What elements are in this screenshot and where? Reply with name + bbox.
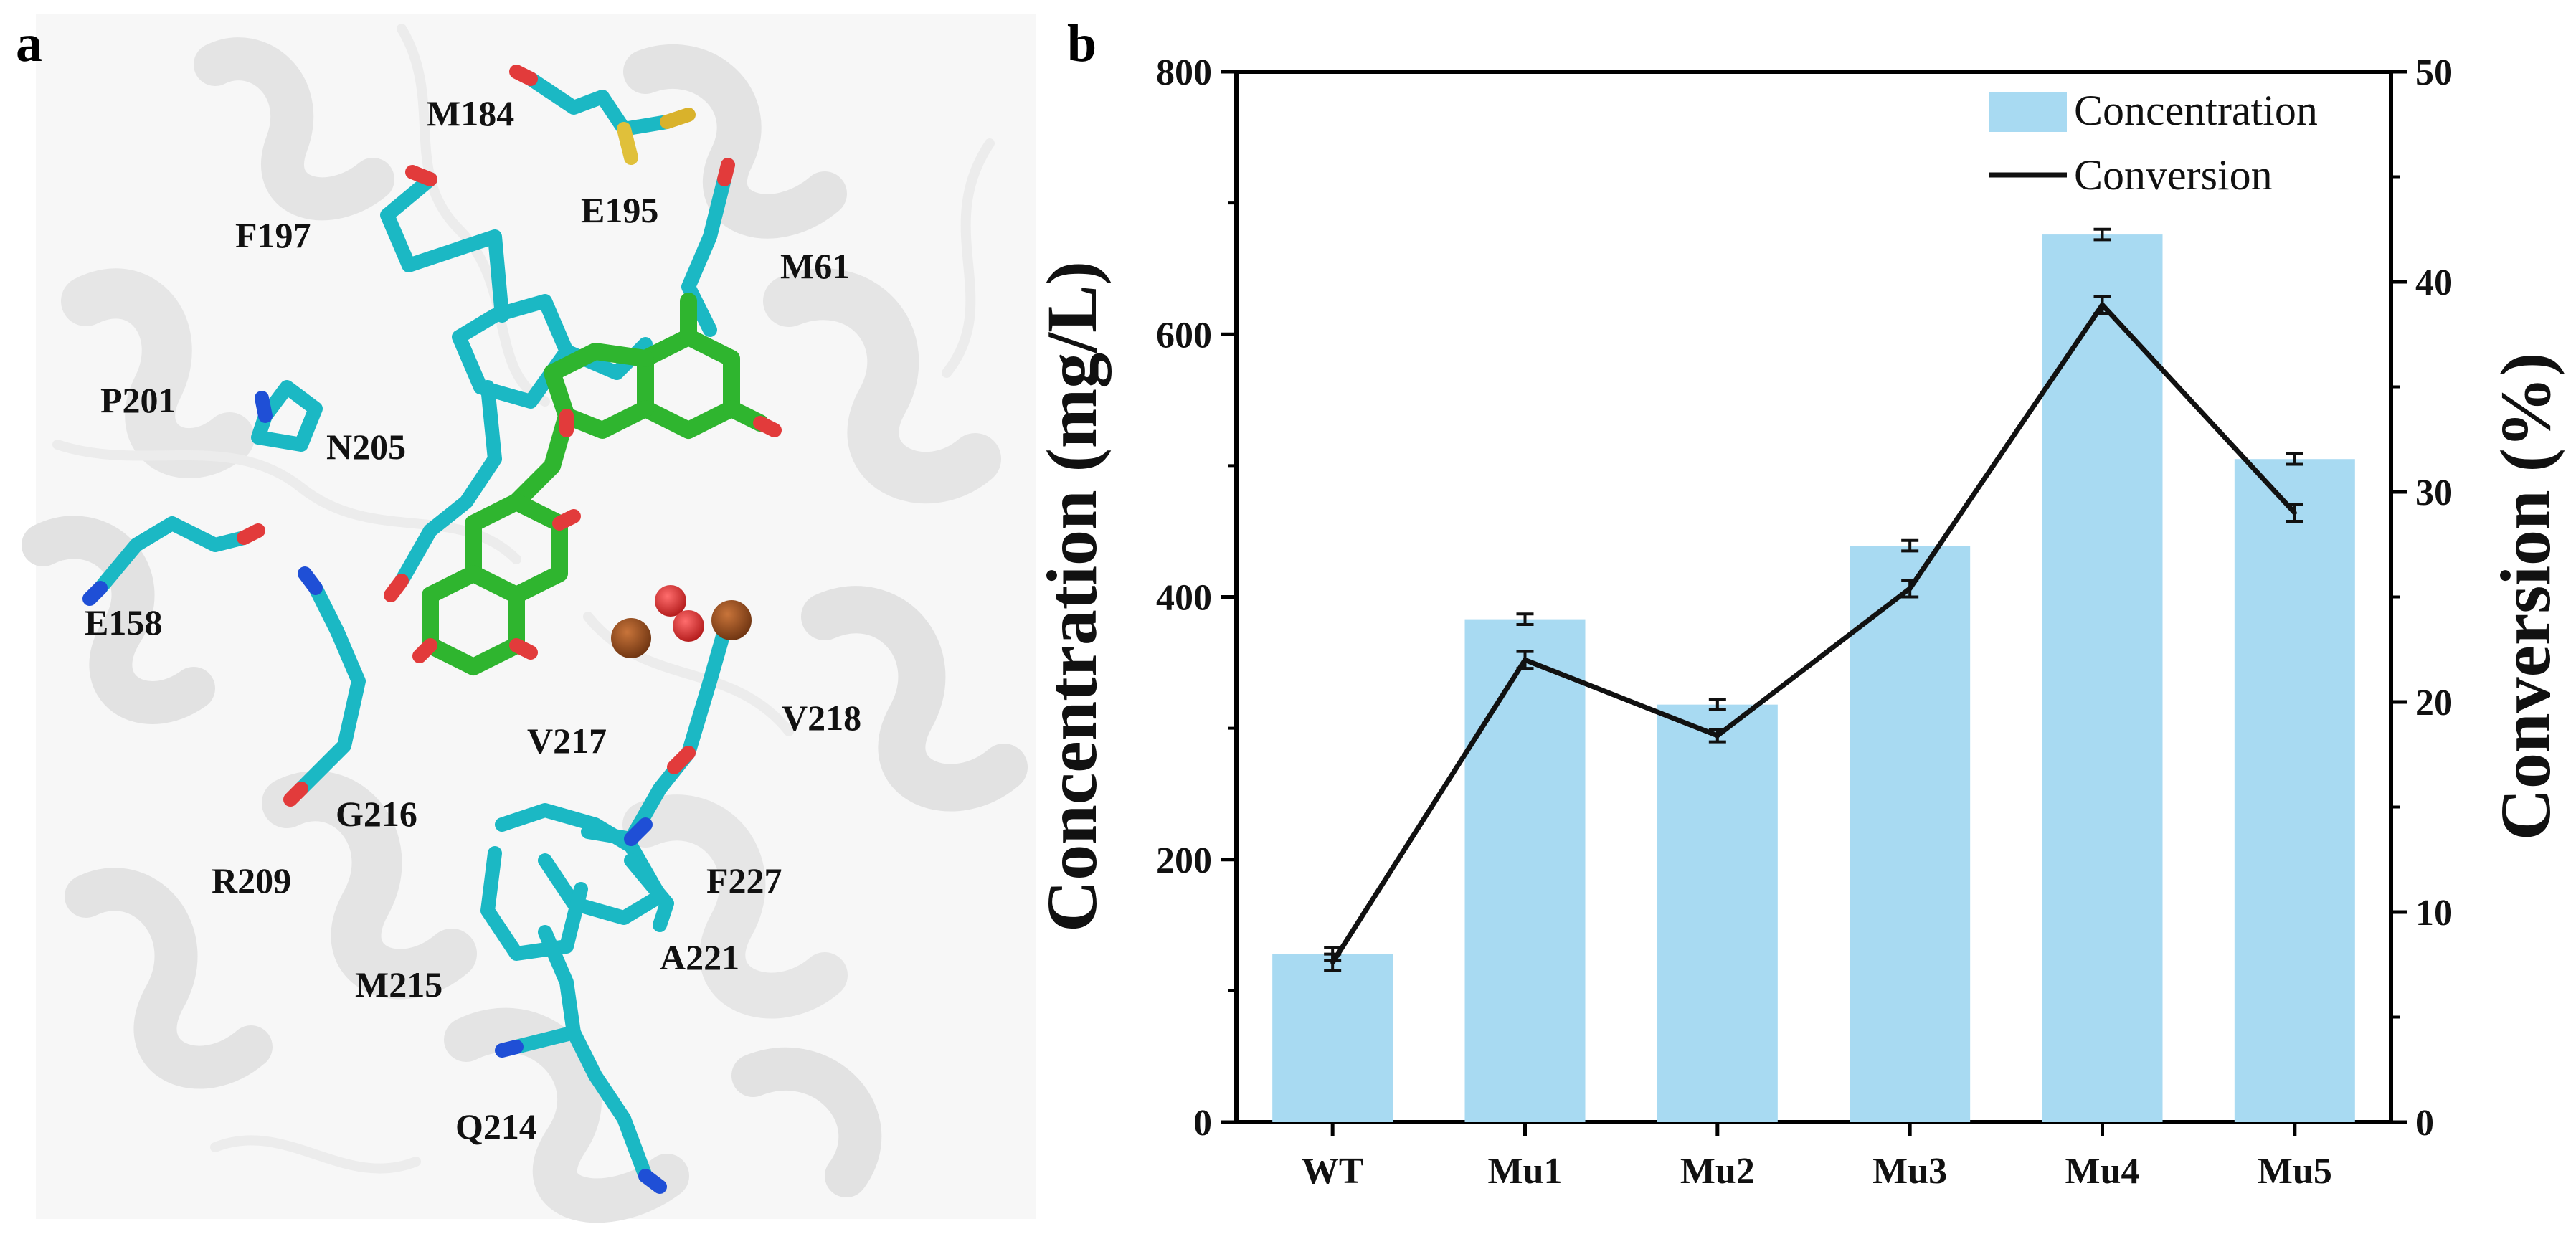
y2-tick-label: 0 <box>2415 1103 2434 1144</box>
bar-error-mu5 <box>2286 452 2303 466</box>
residue-heteroatoms <box>82 65 735 1194</box>
y-tick-label: 200 <box>1156 840 1212 881</box>
x-axis-ticks: WT Mu1 Mu2 Mu3 Mu4 Mu5 <box>1302 1122 2332 1192</box>
bar-mu3 <box>1850 546 1971 1122</box>
y-axis-title: Concentration (mg/L) <box>1032 261 1112 932</box>
y2-tick-label: 30 <box>2415 473 2453 513</box>
residue-label: E158 <box>85 602 162 642</box>
bar-mu5 <box>2234 459 2355 1122</box>
bar-wt <box>1272 954 1393 1122</box>
panel-a-structure: a M184 E195 F197 M61 P201 N205 E158 V217… <box>16 14 1036 1223</box>
y2-tick-label: 50 <box>2415 52 2453 93</box>
bar-error-mu1 <box>1516 612 1534 626</box>
y-tick-label: 600 <box>1156 315 1212 356</box>
y-tick-label: 0 <box>1193 1103 1212 1144</box>
ligand-oxygens <box>412 409 782 663</box>
bar-mu4 <box>2042 234 2163 1123</box>
residue-label: P201 <box>100 380 176 420</box>
conversion-line <box>1330 302 2297 964</box>
line-errorbars-layer <box>1324 295 2303 973</box>
x-tick-label: Mu3 <box>1872 1151 1947 1192</box>
oxygen-atom-2 <box>673 610 704 642</box>
residue-label: M61 <box>780 246 850 286</box>
residue-label: F227 <box>706 860 782 901</box>
panel-b-letter: b <box>1067 14 1097 73</box>
residue-label: M215 <box>355 964 442 1005</box>
legend-label-conversion: Conversion <box>2074 151 2273 199</box>
x-tick-label: Mu1 <box>1488 1151 1563 1192</box>
conversion-error-mu1 <box>1516 650 1534 670</box>
bar-mu1 <box>1464 619 1586 1122</box>
y-tick-label: 800 <box>1156 52 1212 93</box>
conversion-error-mu3 <box>1901 579 1919 599</box>
oxygen-atom-1 <box>655 585 686 617</box>
panel-b-chart: b 0 200 400 600 800 0 10 20 30 40 50 WT Mu1 Mu2 Mu3 M… <box>1032 14 2565 1192</box>
conversion-error-wt <box>1324 952 1342 973</box>
iron-ion-2 <box>711 600 752 640</box>
y2-tick-label: 20 <box>2415 683 2453 723</box>
bar-error-mu2 <box>1708 698 1726 711</box>
residue-label: V218 <box>782 698 861 738</box>
residue-label: G216 <box>336 794 417 834</box>
legend: Concentration Conversion <box>1989 87 2318 199</box>
legend-swatch-concentration <box>1989 92 2067 132</box>
plot-frame <box>1234 70 2393 1124</box>
bars-layer <box>1272 234 2355 1123</box>
protein-cartoon <box>22 24 1028 1223</box>
residue-label: V217 <box>527 721 607 761</box>
conversion-error-mu4 <box>2093 295 2111 315</box>
panel-a-letter: a <box>16 14 42 73</box>
conversion-error-mu2 <box>1708 728 1726 744</box>
residue-label: E195 <box>581 190 658 230</box>
x-tick-label: Mu4 <box>2065 1151 2140 1192</box>
residue-label: N205 <box>326 427 406 467</box>
residue-label: A221 <box>660 937 739 977</box>
x-tick-label: WT <box>1302 1151 1364 1192</box>
right-axis-ticks: 0 10 20 30 40 50 <box>2391 52 2453 1144</box>
y2-axis-title: Conversion (%) <box>2486 353 2565 841</box>
residue-label: R209 <box>212 860 291 901</box>
bar-mu2 <box>1657 704 1778 1122</box>
x-tick-label: Mu2 <box>1680 1151 1755 1192</box>
residue-label: M184 <box>427 93 514 133</box>
left-axis-ticks: 0 200 400 600 800 <box>1156 52 1236 1144</box>
bar-error-mu4 <box>2093 227 2111 242</box>
y2-tick-label: 40 <box>2415 262 2453 303</box>
x-tick-label: Mu5 <box>2258 1151 2332 1192</box>
residue-label: F197 <box>235 215 311 255</box>
residue-label: Q214 <box>455 1106 537 1147</box>
y2-tick-label: 10 <box>2415 893 2453 934</box>
conversion-error-mu5 <box>2286 503 2303 523</box>
legend-label-concentration: Concentration <box>2074 87 2318 134</box>
iron-ion-1 <box>611 618 651 658</box>
bar-error-mu3 <box>1901 538 1919 553</box>
y-tick-label: 400 <box>1156 578 1212 619</box>
